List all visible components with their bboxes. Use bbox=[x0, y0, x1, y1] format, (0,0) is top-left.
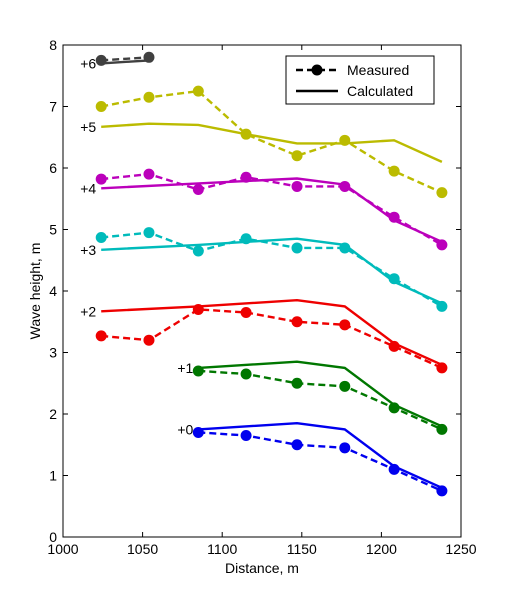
measured-point-+3 bbox=[192, 245, 204, 257]
y-axis-label: Wave height, m bbox=[27, 243, 43, 340]
calculated-line-+1 bbox=[198, 360, 443, 428]
measured-point-+5 bbox=[95, 101, 107, 112]
measured-point-+3 bbox=[436, 300, 448, 312]
axes: 1000 1050 1100 1150 1200 1250 0 1 2 3 4 5 6 7 8 bbox=[47, 37, 476, 557]
measured-point-+0 bbox=[339, 442, 351, 454]
measured-point-+4 bbox=[436, 239, 448, 251]
measured-point-+2 bbox=[95, 330, 107, 342]
measured-point-+4 bbox=[192, 184, 204, 196]
measured-point-+2 bbox=[436, 362, 448, 374]
measured-point-+5 bbox=[291, 150, 303, 162]
measured-line-+2 bbox=[101, 308, 443, 369]
measured-point-+1 bbox=[339, 380, 351, 392]
measured-point-+2 bbox=[192, 303, 204, 315]
measured-point-+3 bbox=[240, 233, 252, 245]
measured-point-+3 bbox=[143, 227, 155, 239]
measured-point-+2 bbox=[339, 319, 351, 331]
measured-point-+4 bbox=[95, 173, 107, 185]
measured-point-+1 bbox=[291, 377, 303, 389]
measured-line-+6 bbox=[101, 56, 150, 62]
legend-box bbox=[285, 55, 435, 105]
measured-point-+1 bbox=[192, 365, 204, 377]
measured-point-+5 bbox=[436, 187, 448, 199]
x-tick-label: 1100 bbox=[207, 541, 237, 557]
measured-point-+5 bbox=[339, 134, 351, 146]
measured-point-+4 bbox=[291, 180, 303, 192]
measured-point-+5 bbox=[192, 85, 204, 97]
measured-point-+4 bbox=[240, 171, 252, 183]
measured-point-+3 bbox=[339, 242, 351, 254]
x-axis-label: Distance, m bbox=[225, 560, 299, 576]
measured-point-+3 bbox=[388, 273, 400, 285]
measured-point-+2 bbox=[240, 307, 252, 319]
y-tick-label: 2 bbox=[49, 406, 57, 422]
measured-point-+5 bbox=[143, 91, 155, 103]
x-tick-label: 1000 bbox=[47, 541, 78, 557]
measured-point-+0 bbox=[436, 485, 448, 497]
measured-point-+4 bbox=[143, 168, 155, 180]
y-tick-label: 1 bbox=[49, 468, 57, 484]
measured-line-+1 bbox=[198, 369, 443, 431]
group-label: +6 bbox=[80, 55, 96, 71]
group-label: +2 bbox=[80, 303, 96, 319]
group-label: +1 bbox=[177, 360, 193, 376]
legend-measured-label: Measured bbox=[347, 62, 409, 78]
measured-line-+5 bbox=[100, 89, 443, 194]
measured-point-+0 bbox=[240, 430, 252, 442]
measured-point-+1 bbox=[436, 423, 448, 435]
y-tick-label: 5 bbox=[49, 222, 57, 238]
y-tick-label: 3 bbox=[49, 345, 57, 361]
measured-line-+0 bbox=[198, 431, 443, 492]
measured-point-+0 bbox=[388, 463, 400, 475]
legend-calculated-label: Calculated bbox=[347, 83, 413, 99]
y-tick-label: 0 bbox=[49, 529, 57, 545]
group-label: +5 bbox=[80, 119, 96, 135]
measured-point-+4 bbox=[339, 180, 351, 192]
legend-measured-marker bbox=[311, 64, 323, 76]
measured-point-+0 bbox=[192, 426, 204, 438]
measured-point-+1 bbox=[388, 402, 400, 414]
x-tick-label: 1200 bbox=[366, 541, 397, 557]
measured-line-+4 bbox=[101, 172, 443, 246]
x-tick-label: 1050 bbox=[127, 541, 158, 557]
calculated-line-+5 bbox=[101, 122, 443, 163]
measured-point-+3 bbox=[95, 231, 107, 243]
measured-point-+2 bbox=[291, 316, 303, 328]
calculated-line-+2 bbox=[101, 298, 443, 366]
measured-line-+3 bbox=[101, 231, 443, 308]
series-layer bbox=[95, 51, 448, 497]
y-tick-label: 7 bbox=[49, 99, 57, 115]
group-label: +4 bbox=[80, 180, 96, 196]
y-tick-label: 8 bbox=[49, 37, 57, 53]
measured-point-+6 bbox=[143, 51, 155, 63]
measured-point-+5 bbox=[240, 128, 252, 140]
y-tick-label: 4 bbox=[49, 283, 57, 299]
measured-point-+1 bbox=[240, 368, 252, 380]
measured-point-+2 bbox=[388, 340, 400, 352]
plot-area bbox=[62, 44, 462, 538]
x-tick-label: 1250 bbox=[445, 541, 476, 557]
group-label: +0 bbox=[177, 421, 193, 437]
group-label: +3 bbox=[80, 242, 96, 258]
measured-point-+5 bbox=[388, 165, 400, 177]
calculated-line-+0 bbox=[198, 421, 443, 489]
measured-point-+0 bbox=[291, 439, 303, 451]
measured-point-+6 bbox=[95, 54, 107, 66]
measured-point-+3 bbox=[291, 242, 303, 254]
measured-point-+2 bbox=[143, 334, 155, 346]
calculated-line-+6 bbox=[101, 59, 150, 65]
measured-point-+4 bbox=[388, 211, 400, 223]
x-tick-label: 1150 bbox=[287, 541, 317, 557]
group-labels: +0 +1 +2 +3 +4 +5 +6 bbox=[80, 55, 193, 437]
y-tick-label: 6 bbox=[49, 160, 57, 176]
legend: Measured Calculated bbox=[285, 55, 435, 105]
